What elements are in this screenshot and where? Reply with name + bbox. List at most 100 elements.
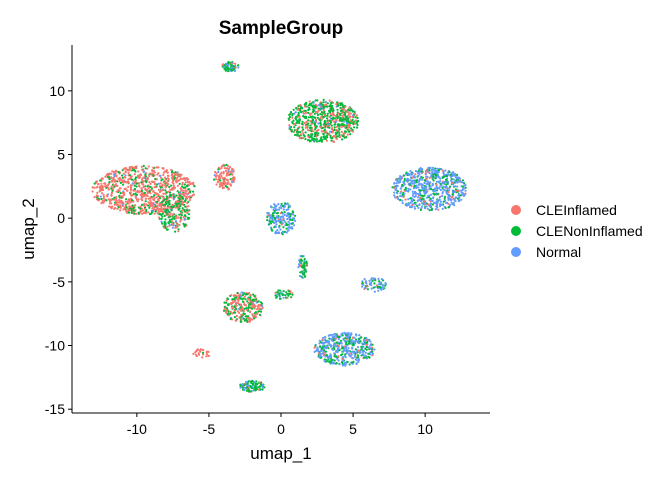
data-point-clenoninflamed — [263, 386, 266, 389]
data-point-clenoninflamed — [314, 133, 317, 136]
data-point-cleinflamed — [143, 204, 146, 207]
data-point-cleinflamed — [126, 211, 129, 214]
data-point-clenoninflamed — [133, 187, 137, 191]
data-point-clenoninflamed — [288, 115, 292, 119]
data-point-cleinflamed — [153, 171, 156, 174]
data-point-cleinflamed — [254, 314, 257, 317]
data-point-clenoninflamed — [164, 203, 167, 206]
data-point-cleinflamed — [305, 126, 308, 129]
data-point-normal — [441, 194, 444, 197]
data-point-normal — [338, 363, 341, 366]
data-point-normal — [329, 130, 332, 133]
data-point-normal — [447, 198, 450, 201]
data-point-cleinflamed — [366, 285, 369, 288]
data-point-cleinflamed — [188, 199, 191, 202]
data-point-cleinflamed — [113, 203, 116, 206]
data-point-cleinflamed — [199, 350, 202, 353]
data-point-normal — [446, 193, 449, 196]
data-point-cleinflamed — [232, 169, 235, 172]
data-point-clenoninflamed — [289, 214, 292, 218]
data-point-cleinflamed — [187, 191, 190, 195]
data-point-normal — [288, 223, 291, 226]
data-point-normal — [413, 195, 416, 199]
data-point-normal — [282, 208, 285, 211]
y-axis-ticks: -15 -10 -5 0 5 10 — [45, 83, 72, 417]
data-point-cleinflamed — [138, 174, 141, 177]
data-point-cleinflamed — [108, 172, 111, 175]
data-point-clenoninflamed — [348, 130, 351, 133]
data-point-normal — [364, 351, 367, 354]
data-point-cleinflamed — [192, 352, 195, 355]
data-point-normal — [364, 287, 367, 290]
data-point-clenoninflamed — [239, 306, 242, 309]
data-point-clenoninflamed — [358, 338, 361, 341]
data-point-clenoninflamed — [183, 203, 186, 206]
data-point-clenoninflamed — [337, 124, 341, 127]
data-point-clenoninflamed — [146, 204, 150, 207]
data-point-cleinflamed — [159, 182, 162, 185]
data-point-clenoninflamed — [340, 102, 343, 105]
data-point-clenoninflamed — [303, 109, 307, 112]
data-point-clenoninflamed — [330, 101, 333, 105]
data-point-clenoninflamed — [234, 308, 238, 311]
data-point-cleinflamed — [162, 173, 165, 177]
data-point-cleinflamed — [163, 207, 166, 210]
data-point-cleinflamed — [233, 300, 236, 303]
data-point-clenoninflamed — [230, 69, 233, 72]
data-point-clenoninflamed — [344, 337, 347, 340]
data-point-cleinflamed — [156, 173, 159, 176]
data-point-clenoninflamed — [291, 293, 294, 296]
data-point-normal — [239, 386, 242, 389]
data-point-clenoninflamed — [420, 176, 423, 179]
data-point-cleinflamed — [402, 195, 405, 198]
data-point-clenoninflamed — [258, 313, 262, 316]
data-point-cleinflamed — [230, 302, 233, 305]
data-point-normal — [261, 304, 264, 308]
data-point-normal — [399, 175, 402, 178]
data-point-normal — [399, 187, 402, 190]
data-point-clenoninflamed — [315, 138, 319, 141]
data-point-cleinflamed — [313, 346, 316, 349]
data-point-normal — [179, 191, 182, 194]
data-point-clenoninflamed — [349, 122, 352, 125]
data-point-clenoninflamed — [338, 336, 341, 339]
data-point-clenoninflamed — [176, 190, 179, 193]
data-point-clenoninflamed — [247, 305, 250, 308]
data-point-normal — [240, 295, 243, 298]
data-point-clenoninflamed — [295, 106, 298, 110]
data-point-normal — [369, 340, 372, 343]
data-point-normal — [409, 206, 412, 209]
data-point-cleinflamed — [351, 130, 355, 133]
chart-title: SampleGroup — [219, 18, 344, 39]
data-point-clenoninflamed — [128, 207, 131, 210]
data-point-normal — [355, 351, 358, 354]
data-point-clenoninflamed — [170, 171, 173, 174]
data-point-cleinflamed — [297, 108, 300, 111]
data-point-normal — [435, 170, 438, 173]
data-point-normal — [458, 176, 461, 179]
data-point-clenoninflamed — [247, 388, 250, 391]
data-point-cleinflamed — [341, 357, 345, 360]
data-point-normal — [274, 205, 277, 208]
data-point-clenoninflamed — [234, 296, 237, 299]
data-point-cleinflamed — [171, 223, 174, 226]
data-point-clenoninflamed — [319, 113, 322, 116]
data-point-clenoninflamed — [168, 202, 171, 206]
data-point-clenoninflamed — [229, 173, 232, 176]
data-point-cleinflamed — [185, 195, 188, 198]
data-point-normal — [412, 182, 415, 185]
data-point-cleinflamed — [220, 175, 223, 178]
data-point-cleinflamed — [128, 169, 131, 172]
data-point-normal — [452, 202, 455, 205]
data-point-cleinflamed — [308, 100, 311, 103]
data-point-normal — [373, 348, 376, 351]
data-point-cleinflamed — [156, 204, 159, 207]
data-point-normal — [441, 207, 444, 210]
data-point-cleinflamed — [103, 182, 106, 185]
data-point-normal — [411, 190, 414, 193]
data-point-cleinflamed — [249, 317, 252, 320]
data-point-clenoninflamed — [328, 109, 331, 112]
data-point-clenoninflamed — [303, 116, 306, 119]
data-point-cleinflamed — [411, 204, 414, 207]
data-point-cleinflamed — [225, 309, 228, 312]
